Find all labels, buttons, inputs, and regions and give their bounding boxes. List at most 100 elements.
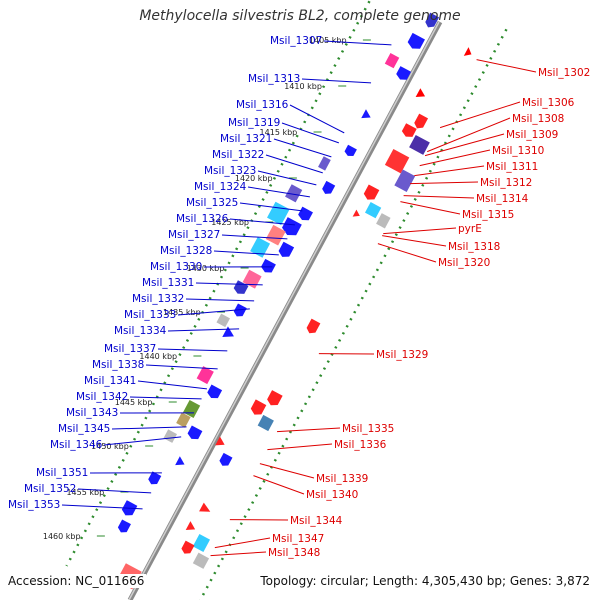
gene-label-right: Msil_1310 <box>492 145 544 157</box>
gene-feature <box>384 149 410 174</box>
gene-feature <box>187 425 203 440</box>
gene-feature <box>463 47 472 56</box>
leader-line <box>410 181 479 185</box>
gene-label-left: Msil_1352 <box>24 483 76 495</box>
tick-label: 1455 kbp <box>66 488 104 497</box>
gene-label-left: Msil_1324 <box>194 181 247 193</box>
gene-label-left: Msil_1326 <box>176 213 229 225</box>
leader-line <box>195 282 263 286</box>
gene-feature <box>207 384 223 399</box>
tick-label: 1440 kbp <box>139 352 177 361</box>
leader-line <box>414 165 485 177</box>
gene-feature <box>364 202 382 219</box>
gene-label-right: Msil_1309 <box>506 129 558 141</box>
gene-label-left: Msil_1307 <box>270 35 322 47</box>
tick-label: 1435 kbp <box>163 308 201 317</box>
gene-label-left: Msil_1333 <box>124 309 176 321</box>
leader-line <box>267 443 333 451</box>
accession-text: Accession: NC_011666 <box>6 574 147 588</box>
gene-label-left: Msil_1328 <box>160 245 212 257</box>
gene-label-right: Msil_1318 <box>448 241 500 253</box>
leader-line <box>289 104 345 134</box>
gene-feature <box>233 303 247 317</box>
gene-label-left: Msil_1313 <box>248 73 300 85</box>
gene-label-right: Msil_1340 <box>306 489 358 501</box>
gene-feature <box>278 241 295 257</box>
gene-feature <box>192 552 210 569</box>
gene-feature <box>121 500 138 516</box>
leader-line <box>439 101 521 129</box>
gene-label-right: Msil_1308 <box>512 113 564 125</box>
gene-label-right: Msil_1347 <box>272 533 324 545</box>
tick-label: 1405 kbp <box>309 36 347 45</box>
gene-feature <box>352 209 360 217</box>
gene-label-left: Msil_1327 <box>168 229 220 241</box>
gene-feature <box>394 169 416 193</box>
gene-feature <box>117 519 131 533</box>
leader-line <box>277 427 341 433</box>
gene-label-left: Msil_1345 <box>58 423 110 435</box>
leader-line <box>383 227 457 235</box>
leader-line <box>259 463 315 479</box>
gene-feature <box>250 237 271 258</box>
gene-feature <box>415 88 426 98</box>
gene-label-right: Msil_1320 <box>438 257 490 269</box>
gene-label-right: Msil_1335 <box>342 423 394 435</box>
leader-line <box>427 117 511 153</box>
gene-feature <box>396 66 412 80</box>
gene-feature <box>401 123 417 137</box>
gene-feature <box>376 213 391 229</box>
leader-line <box>145 364 218 370</box>
leader-line <box>419 149 491 167</box>
gene-feature <box>216 313 231 328</box>
leader-line <box>157 348 228 352</box>
leader-line <box>323 40 392 46</box>
gene-label-right: Msil_1314 <box>476 193 529 205</box>
gene-label-right: Msil_1315 <box>462 209 514 221</box>
gene-feature <box>414 113 429 129</box>
tick-label: 1415 kbp <box>260 128 298 137</box>
leader-line <box>247 186 310 198</box>
gene-feature <box>185 521 196 530</box>
gene-label-right: Msil_1329 <box>376 349 428 361</box>
gene-feature <box>384 53 400 69</box>
leader-line <box>61 504 143 510</box>
gene-label-left: Msil_1351 <box>36 467 88 479</box>
gene-label-right: Msil_1311 <box>486 161 538 173</box>
gene-feature <box>361 109 371 119</box>
gene-feature <box>267 390 283 406</box>
gene-label-left: Msil_1346 <box>50 439 103 451</box>
gene-feature <box>298 206 313 221</box>
leader-line <box>400 201 461 215</box>
gene-feature <box>318 156 331 171</box>
gene-feature <box>261 258 276 273</box>
leader-line <box>210 551 267 557</box>
gene-feature <box>163 429 177 443</box>
gene-label-left: Msil_1330 <box>150 261 202 273</box>
tick-label: 1410 kbp <box>284 82 322 91</box>
outer-dotted-track-left <box>65 0 372 567</box>
gene-label-right: Msil_1348 <box>268 547 320 559</box>
leader-line <box>111 426 187 430</box>
gene-label-left: Msil_1323 <box>204 165 256 177</box>
gene-feature <box>233 280 249 294</box>
gene-feature <box>344 144 357 157</box>
leader-line <box>239 202 303 212</box>
leader-line <box>265 154 323 174</box>
gene-feature <box>242 269 262 289</box>
tick-label: 1430 kbp <box>187 264 225 273</box>
gene-label-left: Msil_1321 <box>220 133 272 145</box>
leader-line <box>185 298 255 302</box>
leader-line <box>273 138 332 158</box>
tick-label: 1460 kbp <box>43 532 81 541</box>
leader-line <box>177 308 250 316</box>
leader-line <box>221 234 288 240</box>
gene-feature <box>192 534 211 553</box>
gene-feature <box>257 414 274 432</box>
gene-feature <box>425 12 440 28</box>
leader-line <box>382 235 447 247</box>
leader-line <box>214 537 271 549</box>
leader-line <box>129 396 202 400</box>
